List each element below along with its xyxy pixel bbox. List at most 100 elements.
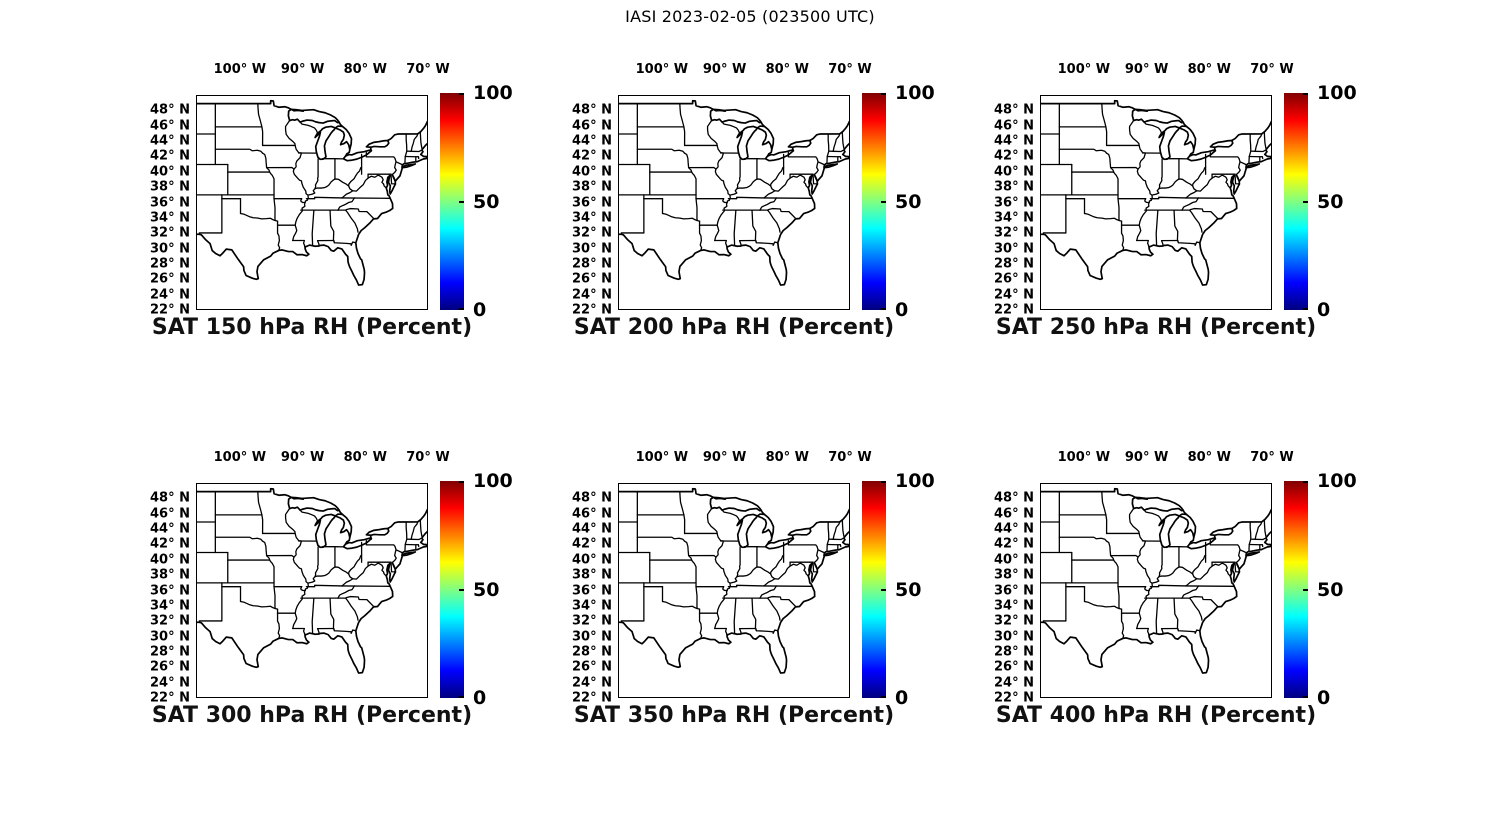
lon-tick-label: 70° W: [828, 450, 872, 465]
lat-tick-label: 42° N: [150, 148, 190, 164]
map-svg: [619, 100, 849, 286]
map-eastern-us: [196, 95, 428, 310]
lat-tick-label: 46° N: [150, 118, 190, 134]
colorbar-tick-label: 0: [895, 687, 909, 709]
colorbar: [440, 481, 464, 698]
lat-tick-label: 44° N: [572, 521, 612, 537]
lat-tick-label: 30° N: [994, 241, 1034, 257]
lat-tick-label: 28° N: [150, 644, 190, 660]
lon-tick-label: 80° W: [765, 62, 810, 77]
lat-tick-label: 38° N: [150, 567, 190, 583]
lat-tick-label: 38° N: [994, 567, 1034, 583]
lon-axis: 100° W 90° W 80° W 70° W: [618, 450, 872, 468]
colorbar-tick-50: [881, 588, 886, 591]
map-eastern-us: [1040, 95, 1272, 310]
lat-tick-label: 42° N: [572, 536, 612, 552]
lat-tick-label: 36° N: [572, 583, 612, 598]
lat-tick-label: 36° N: [994, 583, 1034, 598]
lat-tick-label: 40° N: [150, 164, 190, 180]
lat-tick-label: 36° N: [994, 195, 1034, 210]
lon-tick-label: 70° W: [1250, 62, 1294, 77]
lat-tick-label: 44° N: [994, 133, 1034, 149]
map-eastern-us: [618, 483, 850, 698]
lat-tick-label: 26° N: [150, 271, 190, 287]
lat-tick-label: 22° N: [994, 302, 1034, 318]
lat-tick-label: 42° N: [994, 536, 1034, 552]
lat-tick-label: 22° N: [150, 690, 190, 706]
lat-tick-label: 40° N: [994, 164, 1034, 180]
lat-tick-label: 40° N: [994, 552, 1034, 568]
subplot-sat-200hpa: 100° W 90° W 80° W 70° W 48° N 46° N 44° N 42°…: [572, 62, 935, 340]
lon-tick-label: 70° W: [406, 62, 450, 77]
lon-tick-label: 100° W: [635, 62, 689, 77]
map-eastern-us: [1040, 483, 1272, 698]
lon-tick-label: 70° W: [1250, 450, 1294, 465]
colorbar-tick-label: 100: [1317, 470, 1357, 492]
lat-tick-label: 22° N: [572, 690, 612, 706]
subplot-title: SAT 400 hPa RH (Percent): [995, 703, 1317, 728]
subplot-sat-300hpa: 100° W 90° W 80° W 70° W 48° N 46° N 44° N 42°…: [150, 450, 513, 728]
colorbar-tick-50: [459, 588, 464, 591]
colorbar: [862, 93, 886, 310]
lat-tick-label: 48° N: [150, 102, 190, 118]
lat-tick-label: 30° N: [150, 241, 190, 257]
lat-tick-label: 38° N: [572, 567, 612, 583]
lon-tick-label: 90° W: [1124, 450, 1169, 465]
lon-tick-label: 80° W: [343, 62, 388, 77]
lat-tick-label: 40° N: [150, 552, 190, 568]
colorbar-tick-50: [881, 200, 886, 203]
lon-tick-label: 90° W: [702, 62, 747, 77]
colorbar-tick-0: [459, 308, 464, 310]
subplot-title: SAT 300 hPa RH (Percent): [151, 703, 473, 728]
lat-tick-label: 42° N: [994, 148, 1034, 164]
subplot-title: SAT 200 hPa RH (Percent): [573, 315, 895, 340]
lat-tick-label: 48° N: [994, 490, 1034, 506]
colorbar-tick-label: 0: [473, 687, 487, 709]
lon-tick-label: 100° W: [635, 450, 689, 465]
colorbar-tick-100: [1303, 93, 1308, 95]
colorbar-labels: 100 50 0: [473, 470, 543, 709]
colorbar-tick-label: 0: [895, 299, 909, 321]
colorbar-tick-50: [459, 200, 464, 203]
colorbar: [1284, 93, 1308, 310]
lat-tick-label: 38° N: [994, 179, 1034, 195]
lat-tick-label: 32° N: [150, 613, 190, 629]
lat-tick-label: 34° N: [572, 210, 612, 226]
colorbar-tick-label: 100: [895, 82, 935, 104]
lon-axis: 100° W 90° W 80° W 70° W: [618, 62, 872, 80]
lat-tick-label: 38° N: [150, 179, 190, 195]
lon-tick-label: 90° W: [280, 62, 325, 77]
colorbar-tick-label: 50: [895, 578, 922, 601]
colorbar-tick-label: 50: [1317, 578, 1344, 601]
lon-tick-label: 80° W: [1187, 450, 1232, 465]
lat-tick-label: 38° N: [572, 179, 612, 195]
lat-axis: 48° N 46° N 44° N 42° N 40° N 38° N 36° N 34° N…: [130, 95, 190, 318]
lon-tick-label: 80° W: [765, 450, 810, 465]
lat-tick-label: 28° N: [150, 256, 190, 272]
colorbar-tick-label: 50: [473, 578, 500, 601]
colorbar-tick-label: 100: [473, 470, 513, 492]
lat-tick-label: 24° N: [994, 287, 1034, 303]
lat-tick-label: 32° N: [150, 225, 190, 241]
lat-tick-label: 26° N: [572, 659, 612, 675]
subplot-sat-150hpa: 100° W 90° W 80° W 70° W 48° N 46° N 44° N 42°…: [150, 62, 513, 340]
colorbar-tick-label: 100: [1317, 82, 1357, 104]
colorbar-tick-50: [1303, 200, 1308, 203]
lat-tick-label: 48° N: [994, 102, 1034, 118]
lat-tick-label: 44° N: [150, 133, 190, 149]
lon-tick-label: 90° W: [702, 450, 747, 465]
lat-tick-label: 42° N: [572, 148, 612, 164]
lat-tick-label: 48° N: [150, 490, 190, 506]
map-svg: [619, 488, 849, 674]
colorbar-tick-100: [459, 93, 464, 95]
lat-tick-label: 24° N: [994, 675, 1034, 691]
lon-tick-label: 80° W: [343, 450, 388, 465]
lat-tick-label: 28° N: [994, 256, 1034, 272]
lat-tick-label: 26° N: [572, 271, 612, 287]
lat-axis: 48° N 46° N 44° N 42° N 40° N 38° N 36° N 34° N…: [974, 483, 1034, 706]
lat-tick-label: 36° N: [572, 195, 612, 210]
colorbar-labels: 100 50 0: [473, 82, 543, 321]
subplot-title: SAT 350 hPa RH (Percent): [573, 703, 895, 728]
lat-tick-label: 46° N: [150, 506, 190, 522]
